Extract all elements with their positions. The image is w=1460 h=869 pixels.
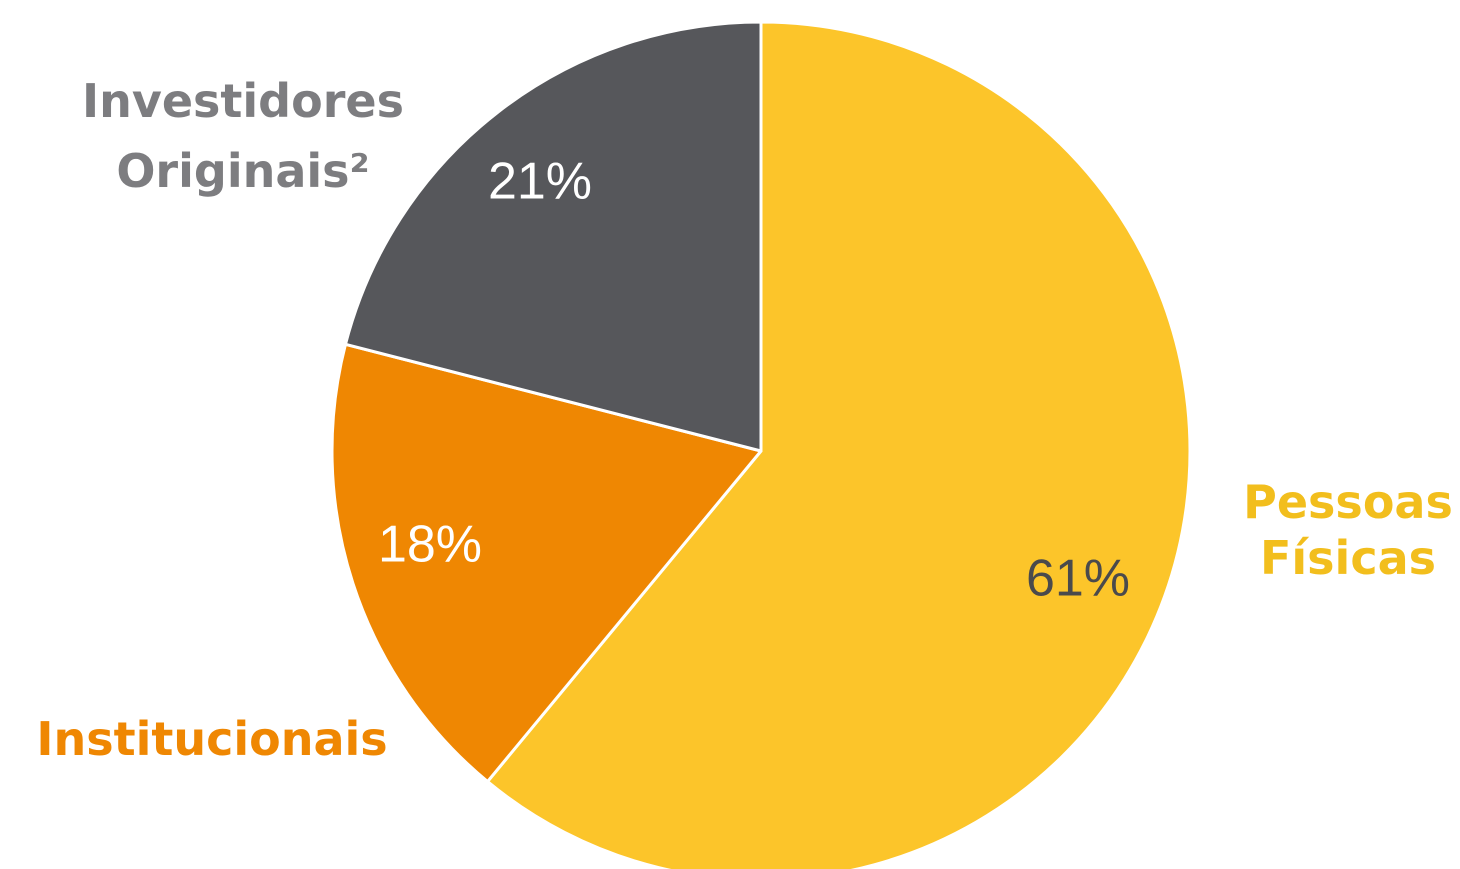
data-label-institucionais: 18% <box>378 516 482 574</box>
data-label-investidores-originais: 21% <box>488 153 592 211</box>
category-label-line: Investidores <box>82 74 404 128</box>
category-label-investidores-originais: Investidores Originais² <box>82 74 404 198</box>
pie-slice-institucionais <box>330 342 763 784</box>
category-label-line: Físicas <box>1260 531 1436 585</box>
pie-labels: 61% Pessoas Físicas 18% Institucionais 21% Inv… <box>36 74 1453 766</box>
category-label-line: Originais² <box>116 144 369 198</box>
pie-slices <box>330 20 1192 869</box>
category-label-line: Institucionais <box>36 712 387 766</box>
category-label-institucionais: Institucionais <box>36 712 387 766</box>
category-label-pessoas-fisicas: Pessoas Físicas <box>1243 475 1453 585</box>
pie-slice-pessoas-fisicas <box>486 20 1192 869</box>
pie-slice-investidores-originais <box>343 20 763 453</box>
category-label-line: Pessoas <box>1243 475 1453 529</box>
data-label-pessoas-fisicas: 61% <box>1026 550 1130 608</box>
